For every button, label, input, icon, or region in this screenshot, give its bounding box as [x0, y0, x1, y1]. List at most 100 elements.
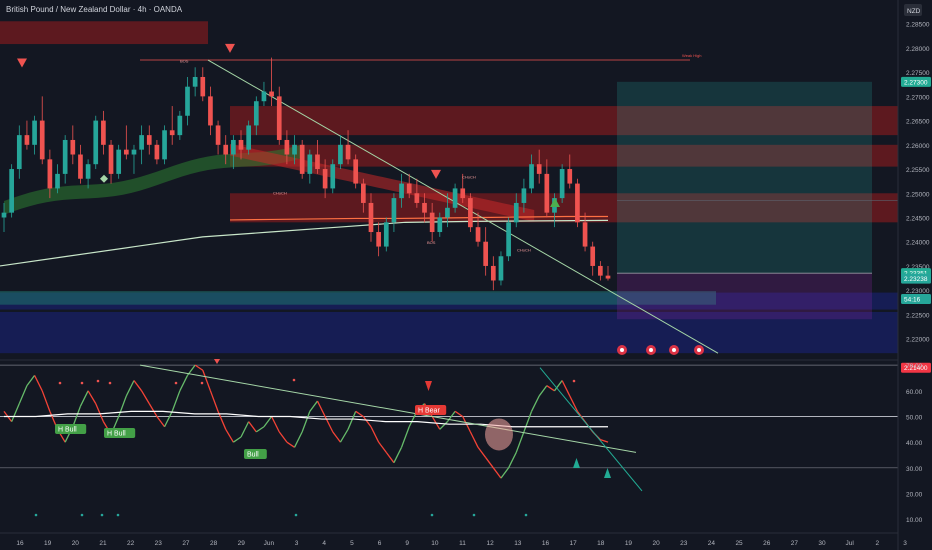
- oscillator-line: [26, 375, 36, 387]
- candle-body: [253, 101, 259, 126]
- currency-badge: [904, 4, 922, 16]
- oscillator-line: [553, 380, 563, 392]
- candle-body: [284, 139, 290, 155]
- divergence-label: H Bull: [107, 431, 126, 438]
- time-tick-label: 16: [542, 540, 550, 547]
- oscillator-line: [309, 400, 318, 412]
- candle-body: [238, 139, 244, 150]
- price-tick-label: 2.26000: [906, 143, 930, 150]
- sell-signal-marker: [225, 43, 235, 53]
- indicator-dot: [430, 513, 434, 517]
- economic-event-icon-dot: [620, 348, 624, 352]
- price-tick-label: 2.27500: [906, 70, 930, 77]
- divergence-label: Bull: [247, 452, 259, 459]
- price-badge-label: 2.23238: [904, 276, 928, 283]
- oscillator-line: [141, 390, 150, 404]
- buy-signal-marker: [550, 197, 560, 207]
- candle-body: [223, 144, 229, 155]
- time-tick-label: 13: [514, 540, 522, 547]
- oscillator-line: [278, 431, 288, 443]
- up-arrow-marker: [604, 468, 611, 478]
- time-tick-label: 3: [295, 540, 299, 547]
- candle-body: [123, 149, 129, 155]
- oscillator-line: [240, 421, 250, 438]
- diamond-marker: [100, 174, 108, 183]
- oscillator-tick-label: 30.00: [906, 466, 923, 473]
- candle-body: [177, 115, 183, 136]
- time-tick-label: 2: [876, 540, 880, 547]
- candle-body: [154, 144, 160, 160]
- price-tick-label: 2.27000: [906, 94, 930, 101]
- price-tick-label: 2.24000: [906, 240, 930, 247]
- candle-body: [246, 125, 251, 150]
- price-tick-label: 2.25000: [906, 191, 930, 198]
- candle-body: [116, 149, 122, 174]
- candle-body: [437, 217, 443, 233]
- price-tick-label: 2.22000: [906, 337, 930, 344]
- oscillator-line: [148, 403, 158, 417]
- oscillator-baseline: [4, 410, 608, 428]
- oscillator-line: [118, 395, 127, 417]
- candle-body: [322, 169, 328, 189]
- candle-body: [468, 198, 473, 228]
- candle-body: [261, 91, 267, 102]
- oscillator-line: [600, 438, 609, 443]
- time-tick-label: 4: [322, 540, 326, 547]
- time-tick-label: 26: [763, 540, 771, 547]
- candle-body: [208, 96, 213, 126]
- oscillator-line: [233, 436, 242, 443]
- candle-body: [330, 164, 336, 189]
- candle-body: [315, 154, 320, 170]
- candle-body: [200, 76, 206, 97]
- zone-resistance: [230, 144, 898, 167]
- candle-body: [32, 120, 37, 145]
- candle-body: [231, 139, 236, 155]
- candle-body: [292, 144, 297, 155]
- time-tick-label: 9: [405, 540, 409, 547]
- candle-body: [422, 202, 427, 213]
- oscillator-line: [500, 467, 510, 479]
- candle-body: [70, 139, 76, 155]
- down-arrow-marker: [425, 381, 432, 391]
- oscillator-line: [95, 403, 104, 422]
- price-badge-label: 2.27300: [904, 79, 928, 86]
- time-tick-label: 20: [72, 540, 80, 547]
- oscillator-line: [316, 400, 326, 417]
- indicator-dot: [108, 381, 112, 385]
- candle-body: [169, 130, 175, 136]
- candle-body: [55, 173, 60, 189]
- indicator-dot: [472, 513, 476, 517]
- time-tick-label: 28: [210, 540, 218, 547]
- time-tick-label: 5: [350, 540, 354, 547]
- divergence-label: H Bear: [418, 408, 440, 415]
- oscillator-line: [133, 380, 143, 392]
- oscillator-line: [530, 395, 540, 412]
- indicator-dot: [174, 381, 178, 385]
- candle-body: [598, 265, 603, 276]
- candle-body: [162, 130, 167, 160]
- divergence-label-bg: [415, 405, 447, 415]
- time-tick-label: 12: [487, 540, 495, 547]
- candle-body: [9, 169, 14, 213]
- candle-body: [269, 91, 274, 97]
- candle-body: [185, 86, 190, 116]
- candle-body: [276, 96, 282, 140]
- time-tick-label: 23: [155, 540, 163, 547]
- candle-body: [605, 275, 611, 279]
- candle-body: [345, 144, 351, 160]
- candle-body: [24, 135, 30, 145]
- oscillator-pane: H Bull H Bull Bull H Bear: [0, 359, 898, 517]
- oscillator-line: [508, 452, 517, 469]
- marker-tri: [214, 359, 220, 364]
- candle-body: [544, 173, 550, 213]
- candle-body: [361, 183, 366, 203]
- sell-signal-marker: [17, 58, 27, 68]
- candle-body: [414, 193, 420, 203]
- candle-body: [192, 76, 198, 87]
- time-tick-label: 23: [680, 540, 688, 547]
- oscillator-tick-label: 20.00: [906, 491, 923, 498]
- oscillator-line: [332, 431, 341, 443]
- candle-body: [108, 144, 114, 174]
- candle-body: [47, 159, 53, 189]
